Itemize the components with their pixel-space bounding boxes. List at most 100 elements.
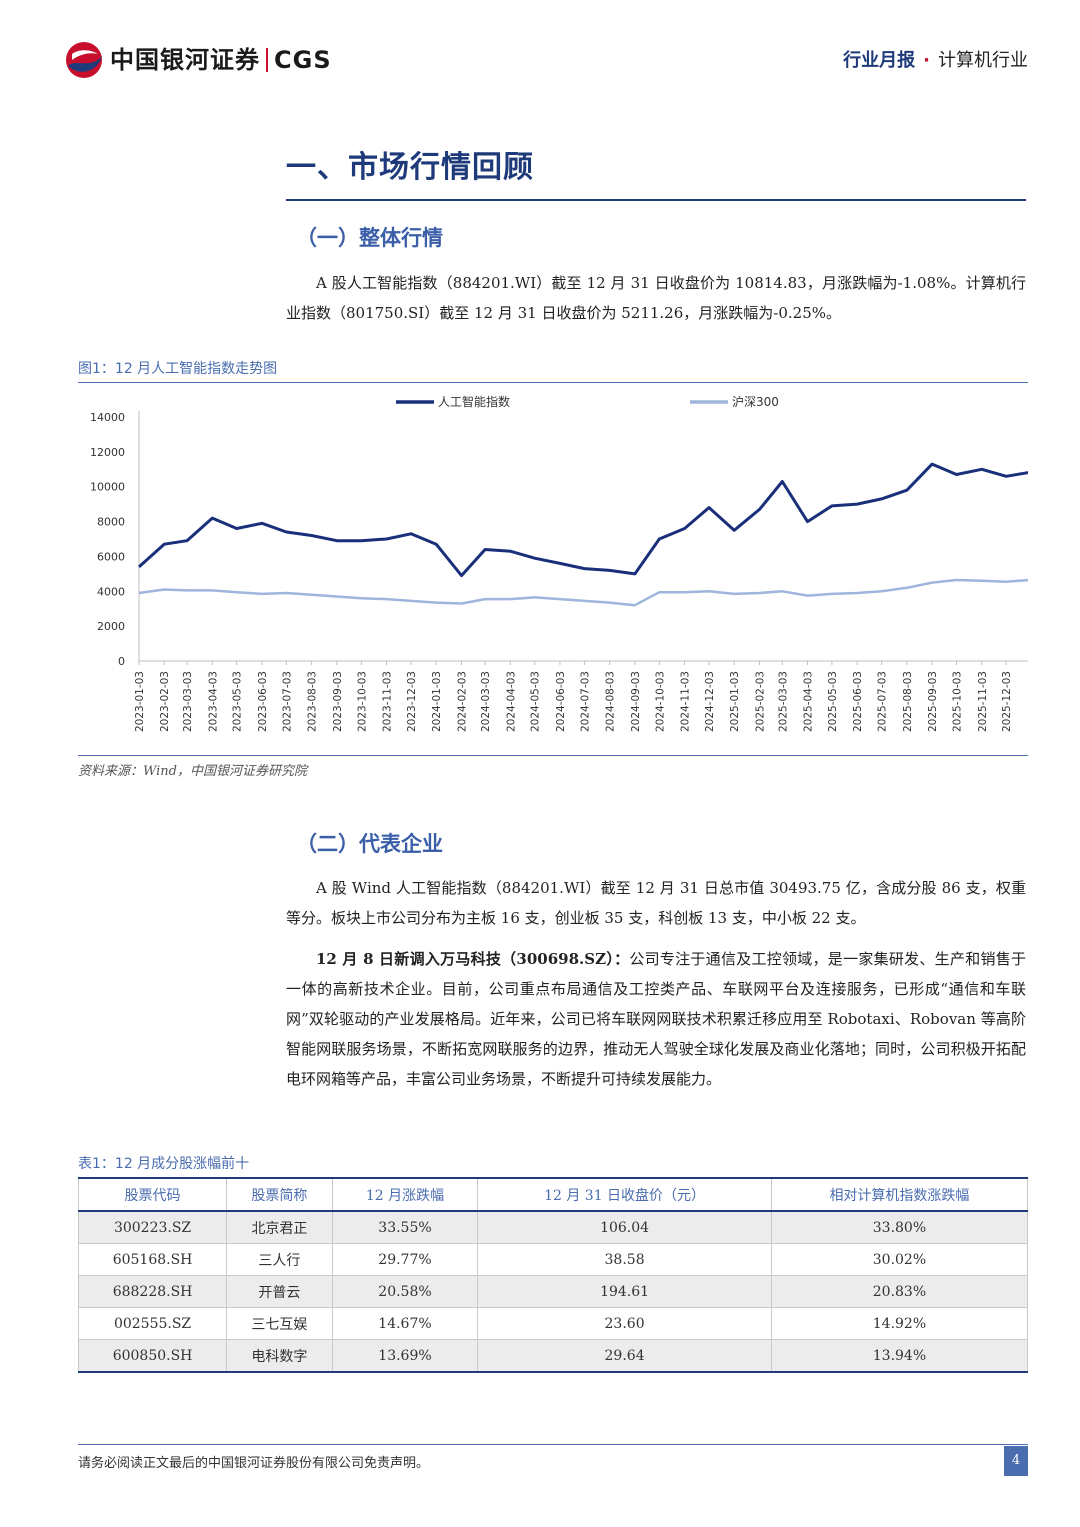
x-tick-label: 2024-08-03 [605,671,617,732]
section-title: 一、市场行情回顾 [286,150,534,185]
x-tick-label: 2023-10-03 [356,671,368,732]
paragraph-market-text: A 股人工智能指数（884201.WI）截至 12 月 31 日收盘价为 108… [286,274,1026,322]
y-tick-label: 4000 [97,585,125,598]
cell-change: 33.55% [331,1210,479,1244]
cell-name: 三人行 [226,1243,333,1276]
x-tick-label: 2025-08-03 [902,671,914,732]
cell-code: 688228.SH [77,1275,228,1308]
cell-code: 300223.SZ [77,1210,228,1244]
x-tick-label: 2025-01-03 [729,671,741,732]
col-header-close: 12 月 31 日收盘价（元） [477,1177,772,1212]
x-tick-label: 2023-07-03 [281,671,293,732]
x-tick-label: 2023-06-03 [257,671,269,732]
figure-source: 资料来源：Wind，中国银河证券研究院 [78,764,307,779]
x-tick-label: 2024-11-03 [680,671,692,732]
x-tick-label: 2023-04-03 [207,671,219,732]
cell-name: 北京君正 [226,1210,333,1244]
x-tick-label: 2023-08-03 [307,671,319,732]
table-row: 600850.SH 电科数字 13.69% 29.64 13.94% [77,1339,1029,1373]
x-tick-label: 2024-10-03 [654,671,666,732]
col-header-code: 股票代码 [77,1177,228,1212]
series-line-ai-index [137,462,1028,578]
cell-relative: 33.80% [770,1210,1029,1244]
x-tick-label: 2024-02-03 [456,671,468,732]
x-tick-label: 2024-05-03 [530,671,542,732]
figure-bottom-rule [78,755,1028,756]
report-industry: 计算机行业 [938,50,1028,71]
cell-close: 194.61 [477,1275,772,1308]
x-tick-label: 2024-01-03 [431,671,443,732]
x-tick-label: 2024-07-03 [579,671,591,732]
col-header-relative: 相对计算机指数涨跌幅 [770,1177,1029,1212]
x-tick-label: 2023-12-03 [406,671,418,732]
x-tick-label: 2023-02-03 [159,671,171,732]
cell-name: 电科数字 [226,1339,333,1373]
cell-name: 开普云 [226,1275,333,1308]
x-tick-label: 2025-06-03 [852,671,864,732]
x-tick-label: 2025-02-03 [754,671,766,732]
cgs-logo-icon [66,42,102,78]
new-constituent-body: 公司专注于通信及工控领域，是一家集研发、生产和销售于一体的高新技术企业。目前，公… [286,950,1026,1088]
page-header: 中国银河证券 CGS 行业月报 · 计算机行业 [0,0,1080,100]
cell-name: 三七互娱 [226,1307,333,1340]
paragraph-new-constituent-text: 12 月 8 日新调入万马科技（300698.SZ）：公司专注于通信及工控领域，… [286,944,1026,1094]
table-row: 002555.SZ 三七互娱 14.67% 23.60 14.92% [77,1307,1029,1340]
page-number: 4 [1004,1446,1028,1476]
paragraph-index-summary: A 股 Wind 人工智能指数（884201.WI）截至 12 月 31 日总市… [286,873,1026,933]
cell-code: 600850.SH [77,1339,228,1373]
table-row: 300223.SZ 北京君正 33.55% 106.04 33.80% [77,1210,1029,1244]
x-tick-label: 2025-11-03 [977,671,989,732]
x-tick-label: 2025-10-03 [952,671,964,732]
x-tick-label: 2025-07-03 [877,671,889,732]
x-tick-label: 2025-05-03 [827,671,839,732]
cell-change: 13.69% [331,1339,479,1373]
paragraph-new-constituent: 12 月 8 日新调入万马科技（300698.SZ）：公司专注于通信及工控领域，… [286,944,1026,1094]
brand-cn: 中国银河证券 [110,46,260,74]
report-dot: · [923,50,930,71]
y-tick-label: 0 [118,655,125,668]
x-tick-label: 2023-03-03 [182,671,194,732]
figure-caption: 图1：12 月人工智能指数走势图 [78,361,278,377]
brand-separator [266,48,268,72]
x-tick-label: 2023-09-03 [332,671,344,732]
new-constituent-lead: 12 月 8 日新调入万马科技（300698.SZ）： [316,950,630,968]
report-label: 行业月报 · 计算机行业 [843,46,1028,72]
cell-close: 29.64 [477,1339,772,1373]
y-tick-label: 12000 [90,446,125,459]
cell-relative: 30.02% [770,1243,1029,1276]
cell-relative: 20.83% [770,1275,1029,1308]
brand-name: 中国银河证券 CGS [110,40,332,75]
cell-code: 002555.SZ [77,1307,228,1340]
legend-label: 沪深300 [732,395,779,409]
cell-close: 38.58 [477,1243,772,1276]
x-tick-label: 2024-12-03 [704,671,716,732]
x-tick-label: 2025-12-03 [1001,671,1013,732]
cell-relative: 14.92% [770,1307,1029,1340]
paragraph-market: A 股人工智能指数（884201.WI）截至 12 月 31 日收盘价为 108… [286,268,1026,328]
y-tick-label: 10000 [90,481,125,494]
x-tick-label: 2025-03-03 [777,671,789,732]
subsection-title-1: （一）整体行情 [296,225,443,250]
table-row: 605168.SH 三人行 29.77% 38.58 30.02% [77,1243,1029,1276]
figure-top-rule [78,382,1028,383]
table-header-row: 股票代码 股票简称 12 月涨跌幅 12 月 31 日收盘价（元） 相对计算机指… [77,1177,1029,1212]
section-divider [286,199,1026,201]
col-header-name: 股票简称 [226,1177,333,1212]
x-tick-label: 2023-11-03 [382,671,394,732]
x-tick-label: 2023-01-03 [134,671,146,732]
x-tick-label: 2023-05-03 [232,671,244,732]
x-tick-label: 2025-04-03 [803,671,815,732]
brand-en: CGS [274,46,332,74]
x-tick-label: 2024-06-03 [555,671,567,732]
cell-close: 106.04 [477,1210,772,1244]
cell-relative: 13.94% [770,1339,1029,1373]
series-line-hs300 [138,578,1028,607]
legend-label: 人工智能指数 [438,394,510,409]
y-tick-label: 2000 [97,620,125,633]
top-gainers-table: 股票代码 股票简称 12 月涨跌幅 12 月 31 日收盘价（元） 相对计算机指… [77,1177,1029,1373]
y-tick-label: 14000 [90,411,125,424]
footer-disclaimer: 请务必阅读正文最后的中国银河证券股份有限公司免责声明。 [78,1456,430,1471]
y-tick-label: 8000 [97,516,125,529]
cell-close: 23.60 [477,1307,772,1340]
cell-code: 605168.SH [77,1243,228,1276]
